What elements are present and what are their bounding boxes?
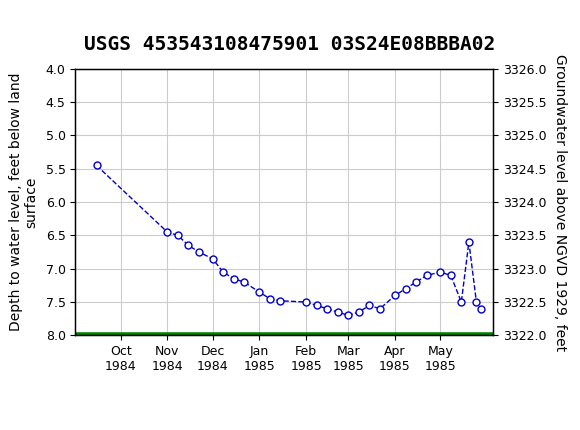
Text: ≡USGS: ≡USGS [12, 16, 70, 35]
Legend:  [285, 405, 295, 415]
Y-axis label: Groundwater level above NGVD 1929, feet: Groundwater level above NGVD 1929, feet [553, 54, 567, 350]
Y-axis label: Depth to water level, feet below land
surface: Depth to water level, feet below land su… [9, 73, 39, 332]
Text: USGS 453543108475901 03S24E08BBBA02: USGS 453543108475901 03S24E08BBBA02 [84, 35, 496, 54]
